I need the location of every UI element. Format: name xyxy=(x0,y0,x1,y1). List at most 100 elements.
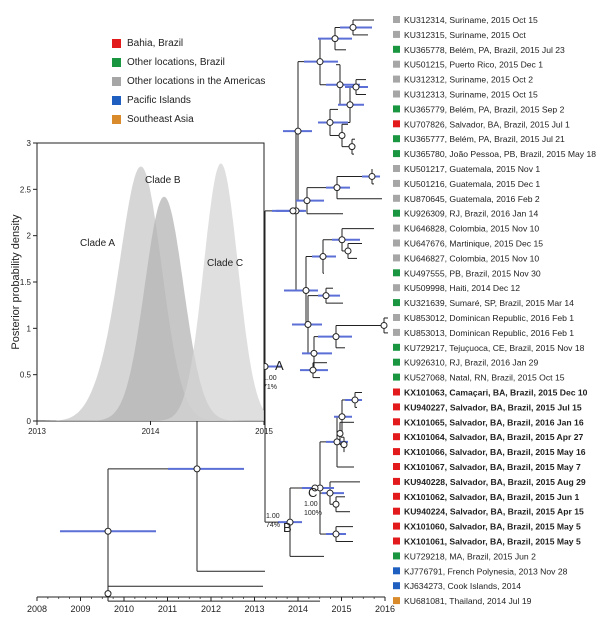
axis-tick-label: 2010 xyxy=(114,604,134,614)
axis-tick-label: 2013 xyxy=(244,604,264,614)
leaf-label: KU501216, Guatemala, 2015 Dec 1 xyxy=(404,179,540,189)
clade-letter: A xyxy=(275,358,284,373)
tree-node xyxy=(104,590,112,598)
tree-node xyxy=(304,321,312,329)
tree-node xyxy=(332,500,340,508)
leaf-label: KU501217, Guatemala, 2015 Nov 1 xyxy=(404,164,540,174)
legend: Bahia, Brazil Other locations, Brazil Othe… xyxy=(112,34,265,129)
leaf-label: KU729218, MA, Brazil, 2015 Jun 2 xyxy=(404,551,536,561)
leaf-label: KJ776791, French Polynesia, 2013 Nov 28 xyxy=(404,566,568,576)
leaf-label: KU312314, Suriname, 2015 Oct 15 xyxy=(404,15,538,25)
leaf-label: KU312315, Suriname, 2015 Oct xyxy=(404,30,526,40)
legend-label: Other locations in the Americas xyxy=(127,76,266,87)
leaf-label: KU312313, Suriname, 2015 Oct 15 xyxy=(404,90,538,100)
legend-label: Bahia, Brazil xyxy=(127,38,184,49)
tree-node xyxy=(294,127,302,135)
leaf-color-marker xyxy=(393,135,400,143)
leaf-label: KU365780, João Pessoa, PB, Brazil, 2015 … xyxy=(404,149,596,159)
leaf-label: KU853013, Dominican Republic, 2016 Feb 1 xyxy=(404,328,574,338)
tree-node xyxy=(309,366,317,374)
legend-item: Other locations, Brazil xyxy=(112,53,265,72)
density-y-tick-label: 1 xyxy=(27,324,32,333)
legend-label: Pacific Islands xyxy=(127,95,191,106)
leaf-color-marker xyxy=(393,463,400,470)
legend-swatch xyxy=(112,96,121,105)
tree-node xyxy=(380,321,388,329)
tree-node xyxy=(193,465,201,473)
leaf-color-marker xyxy=(393,209,400,217)
density-chart: Clade A Clade B Clade C 0 0.5 1 1.5 2 2.5 3 2013 20… xyxy=(10,139,273,436)
leaf-color-marker xyxy=(393,90,400,98)
legend-swatch xyxy=(112,77,121,86)
tree-node xyxy=(289,207,297,215)
density-curve-label: Clade A xyxy=(80,238,115,249)
leaf-label: KX101066, Salvador, BA, Brazil, 2015 May… xyxy=(404,447,586,457)
leaf-label: KU365779, Belém, PA, Brazil, 2015 Sep 2 xyxy=(404,104,565,114)
density-curve xyxy=(37,196,264,421)
legend-swatch xyxy=(112,115,121,124)
leaf-color-marker xyxy=(393,284,400,292)
legend-label: Southeast Asia xyxy=(127,114,194,125)
tree-node xyxy=(326,118,334,126)
clade-support-posterior: 1.00 xyxy=(263,375,277,382)
tree-node xyxy=(351,396,359,404)
legend-item: Pacific Islands xyxy=(112,91,265,110)
leaf-color-marker xyxy=(393,477,400,485)
leaf-color-marker xyxy=(393,597,400,605)
axis-tick-label: 2012 xyxy=(201,604,221,614)
leaf-color-marker xyxy=(393,120,400,128)
tree-node xyxy=(338,236,346,244)
density-y-tick-label: 1.5 xyxy=(20,278,32,287)
tree-node xyxy=(316,58,324,66)
leaf-color-marker xyxy=(393,299,400,307)
leaf-label: KU497555, PB, Brazil, 2015 Nov 30 xyxy=(404,268,541,278)
leaf-label: KU940224, Salvador, BA, Brazil, 2015 Apr… xyxy=(404,507,584,517)
leaf-label: KU853012, Dominican Republic, 2016 Feb 1 xyxy=(404,313,574,323)
leaf-color-marker xyxy=(393,343,400,351)
leaf-label: KX101065, Salvador, BA, Brazil, 2016 Jan… xyxy=(404,417,584,427)
density-curve-label: Clade C xyxy=(207,258,243,269)
axis-tick-label: 2009 xyxy=(70,604,90,614)
clade-support-bootstrap: 71% xyxy=(263,384,277,391)
leaf-color-marker xyxy=(393,537,400,545)
leaf-color-marker xyxy=(393,165,400,172)
time-axis: 2008 2009 2010 2011 2012 2013 2014 2015 2016 xyxy=(27,596,395,614)
leaf-label: KU870645, Guatemala, 2016 Feb 2 xyxy=(404,194,540,204)
tree-node xyxy=(104,527,112,535)
density-y-tick-label: 0.5 xyxy=(20,371,32,380)
leaf-color-marker xyxy=(393,582,400,590)
legend-swatch xyxy=(112,39,121,48)
tree-node xyxy=(332,333,340,341)
tree-node xyxy=(352,83,360,91)
leaf-label: KX101061, Salvador, BA, Brazil, 2015 May… xyxy=(404,537,581,547)
tree-leaves: KU312314, Suriname, 2015 Oct 15 KU312315,… xyxy=(393,15,596,606)
leaf-color-marker xyxy=(393,418,400,426)
tree-node xyxy=(336,429,344,437)
density-curve-label: Clade B xyxy=(145,175,181,186)
leaf-label: KU365777, Belém, PA, Brazil, 2015 Jul 21 xyxy=(404,134,565,144)
density-x-tick-label: 2013 xyxy=(28,427,46,436)
clade-support-bootstrap: 74% xyxy=(266,522,280,529)
leaf-label: KU321639, Sumaré, SP, Brazil, 2015 Mar 1… xyxy=(404,298,574,308)
tree-node xyxy=(331,35,339,43)
legend-item: Bahia, Brazil xyxy=(112,34,265,53)
clade-letter: B xyxy=(283,520,292,535)
leaf-label: KU681081, Thailand, 2014 Jul 19 xyxy=(404,596,532,606)
leaf-color-marker xyxy=(393,239,400,247)
tree-node xyxy=(344,247,352,255)
clade-letter: C xyxy=(308,485,317,500)
axis-tick-label: 2008 xyxy=(27,604,47,614)
legend-item: Southeast Asia xyxy=(112,110,265,129)
leaf-color-marker xyxy=(393,433,400,441)
tree-node xyxy=(332,530,340,538)
leaf-color-marker xyxy=(393,105,400,113)
leaf-label: KU707826, Salvador, BA, Brazil, 2015 Jul… xyxy=(404,119,570,129)
leaf-color-marker xyxy=(393,403,400,411)
density-curve xyxy=(37,163,264,421)
tree-node xyxy=(322,292,330,300)
tree-node xyxy=(326,489,334,497)
tree-node xyxy=(349,23,357,31)
tree-node xyxy=(286,518,294,526)
leaf-color-marker xyxy=(393,373,400,381)
